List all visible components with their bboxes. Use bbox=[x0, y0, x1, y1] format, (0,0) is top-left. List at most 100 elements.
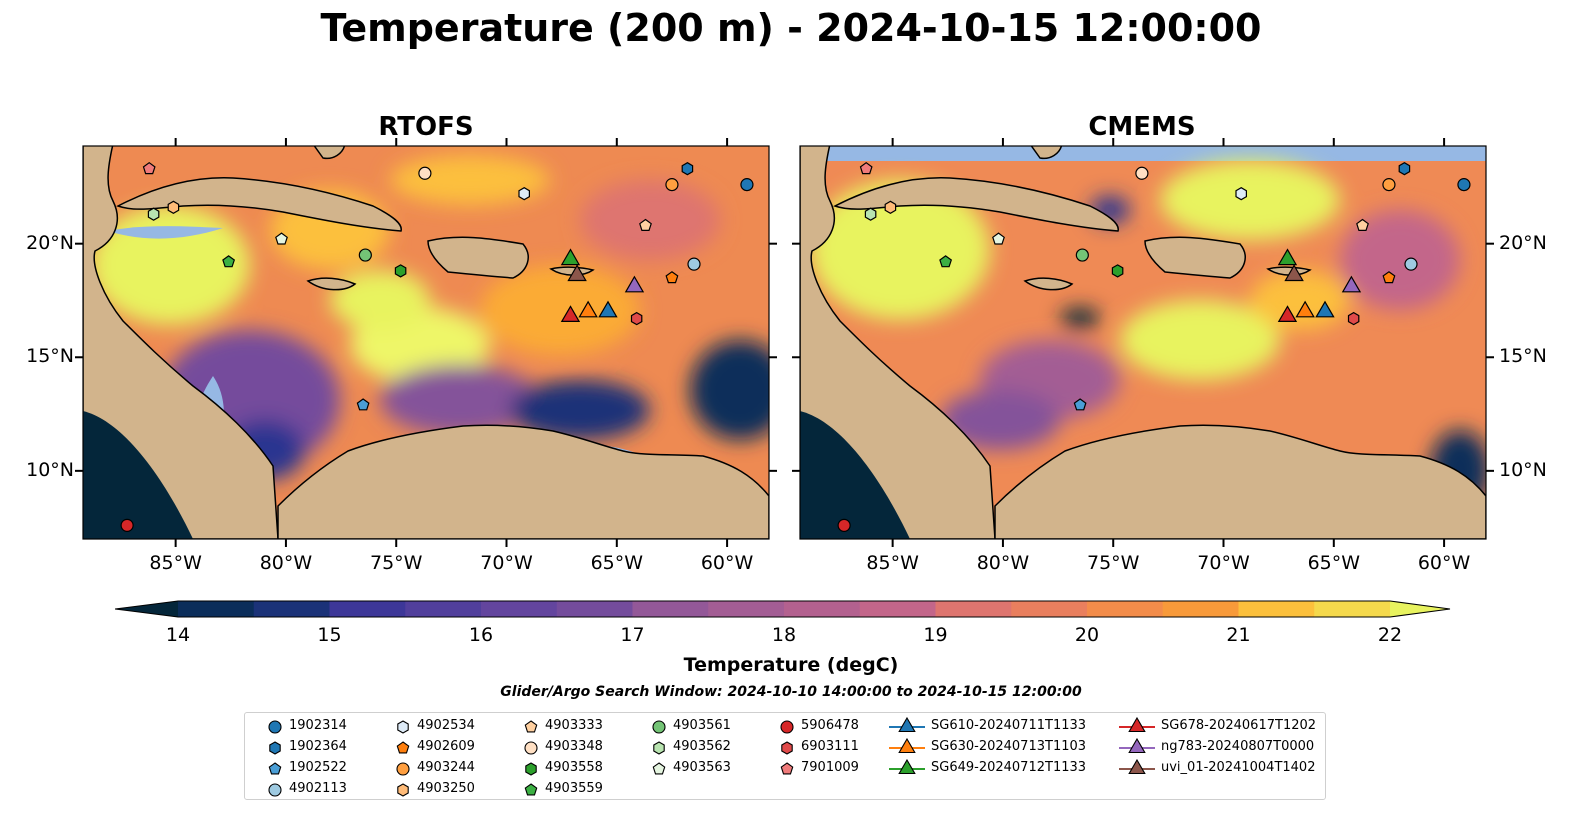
colorbar-extend-low bbox=[115, 601, 178, 617]
colorbar-bin bbox=[329, 601, 406, 617]
colorbar-bin bbox=[632, 601, 709, 617]
marker-4903333 bbox=[639, 218, 652, 231]
marker-7901009 bbox=[859, 161, 873, 175]
lon-tick-label: 65°W bbox=[1307, 552, 1361, 574]
marker-4903250 bbox=[884, 200, 897, 214]
hexagon-icon bbox=[781, 741, 793, 755]
hexagon-icon bbox=[269, 741, 281, 755]
marker-4903558 bbox=[394, 264, 407, 278]
marker-4903561 bbox=[358, 248, 372, 262]
lon-tick-label: 60°W bbox=[1417, 552, 1471, 574]
marker-ng783-20240807T0000 bbox=[624, 275, 645, 293]
colorbar-tick-label: 14 bbox=[165, 624, 191, 646]
search-window-text: Glider/Argo Search Window: 2024-10-10 14… bbox=[500, 684, 1082, 700]
hexagon-icon bbox=[653, 741, 665, 755]
colorbar-bin bbox=[708, 601, 785, 617]
triangle-icon bbox=[1119, 758, 1155, 775]
marker-6903111 bbox=[630, 311, 643, 326]
circle-icon bbox=[268, 783, 282, 797]
legend-label: SG649-20240712T1133 bbox=[931, 760, 1087, 775]
lon-tick-label: 75°W bbox=[1086, 552, 1140, 574]
lat-tick-label: 10°N bbox=[1499, 458, 1547, 481]
colorbar-bin bbox=[1314, 601, 1391, 617]
marker-4903562 bbox=[147, 207, 160, 221]
legend-label: 1902364 bbox=[289, 739, 347, 754]
colorbar-tick-label: 22 bbox=[1377, 624, 1403, 646]
pentagon-icon bbox=[396, 741, 410, 754]
legend-label: 1902522 bbox=[289, 760, 347, 775]
hexagon-icon bbox=[397, 783, 409, 797]
marker-4903250 bbox=[167, 200, 180, 214]
legend-label: 4903250 bbox=[417, 781, 475, 796]
marker-1902522 bbox=[356, 398, 370, 411]
marker-SG610-20240711T1133 bbox=[1315, 300, 1335, 318]
marker-SG630-20240713T1103 bbox=[578, 300, 598, 318]
marker-uvi_01-20241004T1402 bbox=[1284, 264, 1304, 282]
colorbar-tick-label: 18 bbox=[771, 624, 797, 646]
marker-4903244 bbox=[665, 178, 679, 192]
legend-label: 7901009 bbox=[801, 760, 859, 775]
marker-6903111 bbox=[1347, 311, 1360, 326]
lat-tick-label: 20°N bbox=[26, 231, 74, 254]
marker-4903561 bbox=[1075, 248, 1089, 262]
legend-label: 4903561 bbox=[673, 718, 731, 733]
colorbar-tick-label: 17 bbox=[620, 624, 645, 646]
marker-4902113 bbox=[1404, 257, 1418, 271]
lon-tick-label: 85°W bbox=[866, 552, 919, 574]
lon-tick-label: 80°W bbox=[976, 552, 1030, 574]
pentagon-icon bbox=[652, 762, 666, 775]
colorbar-bin bbox=[178, 601, 255, 617]
marker-SG630-20240713T1103 bbox=[1295, 300, 1315, 318]
rtofs-markers bbox=[120, 161, 754, 532]
triangle-icon bbox=[889, 758, 925, 775]
panel-title-rtofs: RTOFS bbox=[378, 112, 474, 142]
marker-4903563 bbox=[992, 232, 1005, 245]
colorbar-label: Temperature (degC) bbox=[683, 654, 899, 676]
colorbar-tick-label: 16 bbox=[468, 624, 494, 646]
colorbar-tick-label: 19 bbox=[923, 624, 948, 646]
pacific-region bbox=[800, 411, 910, 539]
panel-title-cmems: CMEMS bbox=[1088, 112, 1196, 142]
legend-label: 4902113 bbox=[289, 781, 347, 796]
colorbar-bin bbox=[784, 601, 861, 617]
colorbar-bin bbox=[481, 601, 558, 617]
marker-4903562 bbox=[864, 207, 877, 221]
figure-title: Temperature (200 m) - 2024-10-15 12:00:0… bbox=[320, 6, 1262, 50]
marker-4903558 bbox=[1111, 264, 1124, 278]
circle-icon bbox=[780, 720, 794, 734]
lon-tick-label: 70°W bbox=[480, 552, 533, 574]
legend-label: 4903562 bbox=[673, 739, 731, 754]
marker-1902364 bbox=[1398, 162, 1411, 176]
lon-tick-label: 85°W bbox=[149, 552, 202, 574]
marker-4902534 bbox=[1235, 187, 1248, 201]
legend-label: ng783-20240807T0000 bbox=[1161, 739, 1315, 754]
lat-tick-label: 20°N bbox=[1499, 231, 1547, 254]
cmems-markers bbox=[837, 161, 1471, 532]
colorbar-bin bbox=[935, 601, 1012, 617]
marker-1902314 bbox=[1457, 178, 1471, 192]
marker-4902113 bbox=[687, 257, 701, 271]
marker-ng783-20240807T0000 bbox=[1341, 275, 1362, 293]
legend-label: SG610-20240711T1133 bbox=[931, 718, 1087, 733]
cmems-map bbox=[800, 146, 1486, 539]
colorbar bbox=[115, 600, 1451, 618]
colorbar-bin bbox=[556, 601, 634, 617]
lon-tick-label: 60°W bbox=[700, 552, 754, 574]
triangle-icon bbox=[889, 737, 925, 754]
marker-SG649-20240712T1133 bbox=[560, 248, 581, 266]
marker-1902314 bbox=[740, 178, 754, 192]
marker-4902609 bbox=[665, 271, 679, 284]
colorbar-tick-label: 21 bbox=[1226, 624, 1251, 646]
lon-tick-label: 65°W bbox=[590, 552, 644, 574]
hexagon-icon bbox=[397, 720, 409, 734]
triangle-icon bbox=[889, 716, 925, 733]
hexagon-icon bbox=[525, 762, 537, 776]
legend-label: SG678-20240617T1202 bbox=[1161, 718, 1317, 733]
colorbar-bin bbox=[1087, 601, 1164, 617]
marker-1902364 bbox=[681, 162, 694, 176]
marker-SG678-20240617T1202 bbox=[1277, 305, 1298, 322]
circle-icon bbox=[268, 720, 282, 734]
colorbar-bin bbox=[1011, 601, 1088, 617]
marker-7901009 bbox=[142, 161, 156, 175]
lon-tick-label: 80°W bbox=[259, 552, 313, 574]
